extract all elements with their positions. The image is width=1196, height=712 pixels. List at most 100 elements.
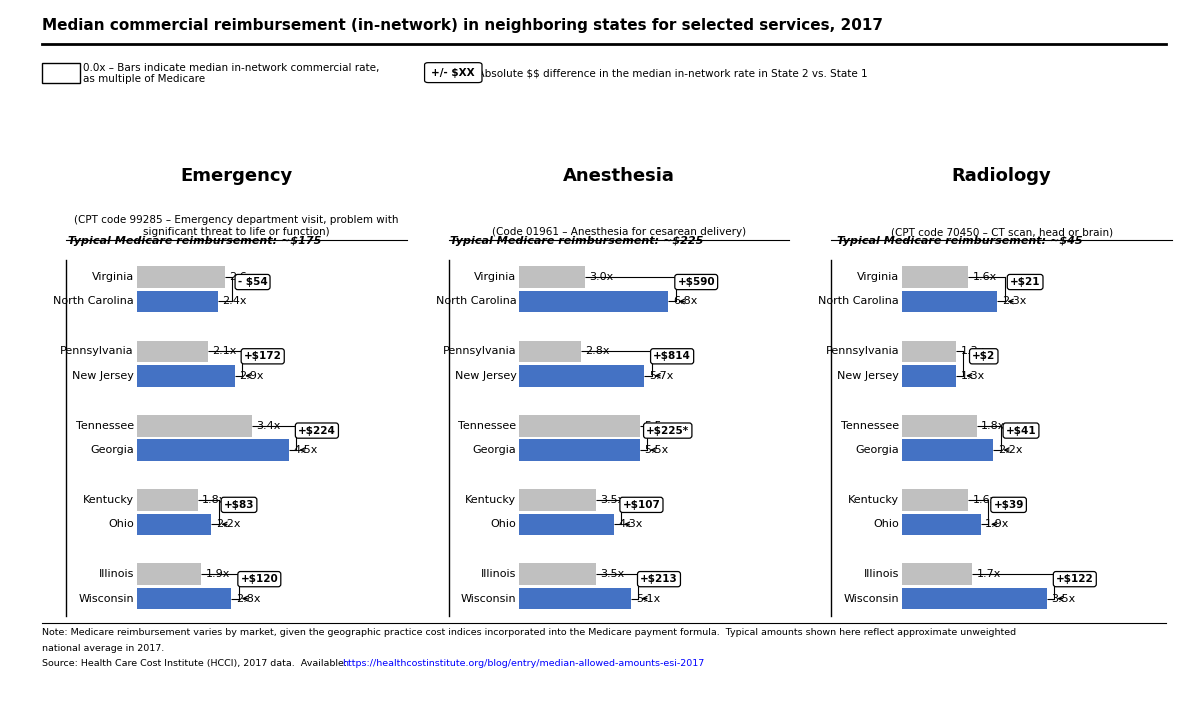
Text: North Carolina: North Carolina [53, 296, 134, 306]
Text: Pennsylvania: Pennsylvania [443, 347, 517, 357]
Text: North Carolina: North Carolina [818, 296, 899, 306]
Text: Anesthesia: Anesthesia [563, 167, 675, 185]
Text: New Jersey: New Jersey [72, 371, 134, 381]
Text: 1.6x: 1.6x [972, 272, 997, 282]
Text: +/- $XX  Absolute $$ difference in the median in-network rate in State 2 vs. Sta: +/- $XX Absolute $$ difference in the me… [431, 68, 867, 78]
Bar [136, 513, 210, 535]
Text: Virginia: Virginia [475, 272, 517, 282]
Text: +$41: +$41 [1006, 426, 1036, 436]
Bar [136, 266, 225, 288]
Text: New Jersey: New Jersey [454, 371, 517, 381]
Bar [136, 563, 201, 585]
Text: 4.5x: 4.5x [293, 445, 318, 455]
Text: Typical Medicare reimbursement: ~$45: Typical Medicare reimbursement: ~$45 [837, 236, 1082, 246]
Text: 1.8x: 1.8x [202, 495, 226, 505]
Text: 2.2x: 2.2x [215, 519, 240, 529]
Text: Kentucky: Kentucky [848, 495, 899, 505]
Text: 3.5x: 3.5x [600, 495, 624, 505]
Bar [136, 340, 208, 362]
Text: 1.9x: 1.9x [206, 570, 230, 580]
Text: 4.3x: 4.3x [618, 519, 642, 529]
Text: +$21: +$21 [1009, 277, 1041, 287]
Text: Median commercial reimbursement (in-network) in neighboring states for selected : Median commercial reimbursement (in-netw… [42, 18, 883, 33]
Bar [136, 290, 218, 313]
Bar [902, 588, 1046, 609]
Bar [902, 513, 981, 535]
Text: Georgia: Georgia [90, 445, 134, 455]
Text: Illinois: Illinois [864, 570, 899, 580]
Text: 1.6x: 1.6x [972, 495, 997, 505]
Text: (CPT code 99285 – Emergency department visit, problem with
significant threat to: (CPT code 99285 – Emergency department v… [74, 216, 398, 237]
Bar [519, 266, 585, 288]
Text: 1.3x: 1.3x [960, 347, 984, 357]
Text: Pennsylvania: Pennsylvania [60, 347, 134, 357]
Text: +$225*: +$225* [646, 426, 689, 436]
Text: Kentucky: Kentucky [83, 495, 134, 505]
Text: 3.5x: 3.5x [600, 570, 624, 580]
Text: Virginia: Virginia [92, 272, 134, 282]
Text: 3.5x: 3.5x [1051, 594, 1075, 604]
Bar [519, 489, 596, 511]
Bar [902, 340, 956, 362]
Text: - $54: - $54 [238, 277, 268, 287]
Text: 3.4x: 3.4x [256, 421, 281, 431]
Text: 2.3x: 2.3x [1002, 296, 1026, 306]
Text: +$213: +$213 [640, 574, 678, 584]
Text: 1.3x: 1.3x [960, 371, 984, 381]
Text: Pennsylvania: Pennsylvania [825, 347, 899, 357]
Bar [902, 266, 969, 288]
Text: +$83: +$83 [224, 500, 255, 510]
Text: Ohio: Ohio [490, 519, 517, 529]
Bar [519, 439, 640, 461]
Text: Virginia: Virginia [858, 272, 899, 282]
Text: 2.8x: 2.8x [236, 594, 261, 604]
Text: +$814: +$814 [653, 351, 691, 361]
Text: North Carolina: North Carolina [435, 296, 517, 306]
Text: Typical Medicare reimbursement: ~$225: Typical Medicare reimbursement: ~$225 [451, 236, 703, 246]
Text: Ohio: Ohio [873, 519, 899, 529]
Text: Emergency: Emergency [181, 167, 292, 185]
Text: +$39: +$39 [994, 500, 1024, 510]
Text: +/- $XX: +/- $XX [432, 68, 475, 78]
Text: +$2: +$2 [972, 351, 995, 361]
Text: 5.5x: 5.5x [645, 421, 669, 431]
Bar [136, 415, 251, 436]
Text: 5.7x: 5.7x [649, 371, 673, 381]
Bar [136, 439, 289, 461]
Bar [902, 439, 993, 461]
Text: 2.1x: 2.1x [213, 347, 237, 357]
Text: (Code 01961 – Anesthesia for cesarean delivery): (Code 01961 – Anesthesia for cesarean de… [492, 227, 746, 237]
Bar [136, 588, 231, 609]
Text: Tennessee: Tennessee [458, 421, 517, 431]
Text: Radiology: Radiology [952, 167, 1051, 185]
Text: Georgia: Georgia [472, 445, 517, 455]
Text: Tennessee: Tennessee [75, 421, 134, 431]
Text: 2.4x: 2.4x [222, 296, 248, 306]
Bar [902, 290, 997, 313]
Text: +$107: +$107 [622, 500, 660, 510]
Bar [136, 489, 197, 511]
Text: 6.8x: 6.8x [673, 296, 697, 306]
Bar [519, 365, 645, 387]
Text: New Jersey: New Jersey [837, 371, 899, 381]
Bar [902, 563, 972, 585]
Text: Wisconsin: Wisconsin [843, 594, 899, 604]
Text: Note: Medicare reimbursement varies by market, given the geographic practice cos: Note: Medicare reimbursement varies by m… [42, 628, 1015, 637]
Text: 1.8x: 1.8x [981, 421, 1006, 431]
Bar [519, 415, 640, 436]
Text: Illinois: Illinois [98, 570, 134, 580]
Bar [136, 365, 234, 387]
Bar [519, 513, 614, 535]
Text: Tennessee: Tennessee [841, 421, 899, 431]
Text: 0.0x – Bars indicate median in-network commercial rate,
as multiple of Medicare: 0.0x – Bars indicate median in-network c… [83, 63, 379, 84]
Text: 5.5x: 5.5x [645, 445, 669, 455]
Text: +$172: +$172 [244, 351, 281, 361]
Text: 3.0x: 3.0x [590, 272, 614, 282]
Text: 2.6x: 2.6x [230, 272, 254, 282]
Text: https://healthcostinstitute.org/blog/entry/median-allowed-amounts-esi-2017: https://healthcostinstitute.org/blog/ent… [342, 659, 704, 668]
Bar [519, 290, 669, 313]
Text: 1.7x: 1.7x [977, 570, 1001, 580]
Text: (CPT code 70450 – CT scan, head or brain): (CPT code 70450 – CT scan, head or brain… [891, 227, 1112, 237]
Text: Wisconsin: Wisconsin [460, 594, 517, 604]
Bar [902, 415, 976, 436]
